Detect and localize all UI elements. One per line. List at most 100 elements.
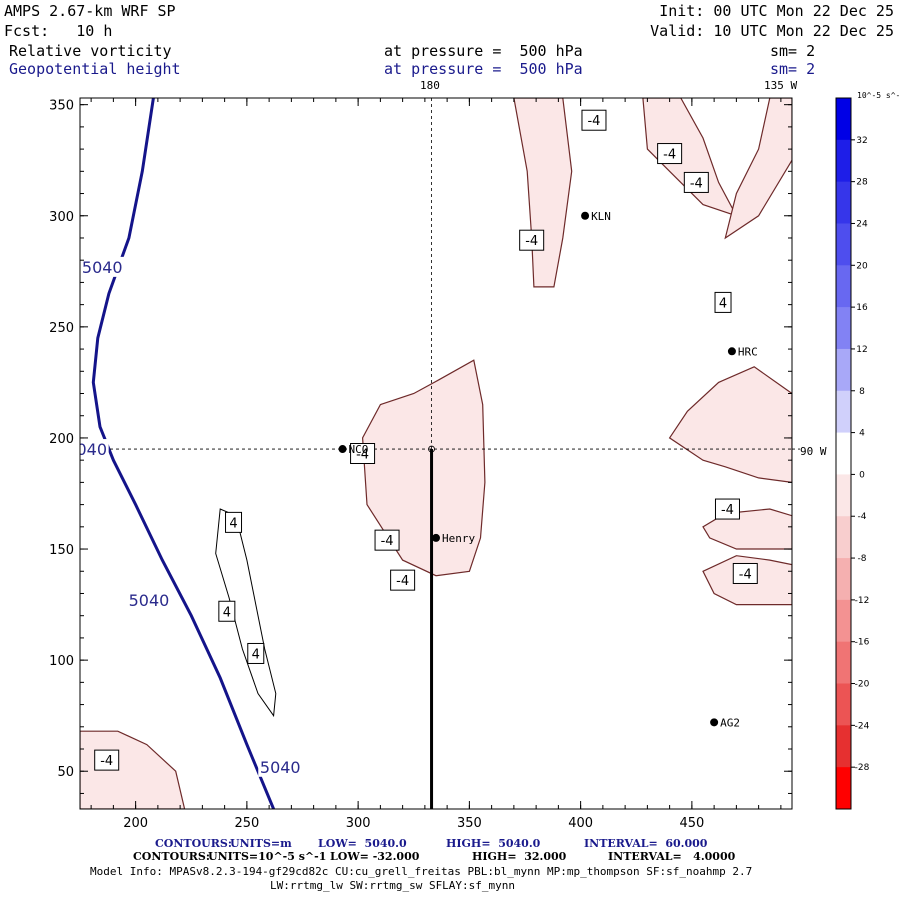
height-label-bg xyxy=(80,439,109,460)
station-marker-nco xyxy=(338,445,347,454)
x-tick-label: 350 xyxy=(457,816,482,831)
vort-label: -4 xyxy=(525,234,538,249)
vort-label-box xyxy=(225,511,243,533)
init-time: Init: 00 UTC Mon 22 Dec 25 xyxy=(659,2,894,20)
colorbar-tick-label: -28 xyxy=(855,763,870,773)
station-marker-kln xyxy=(581,211,590,220)
colorbar-tick-label: -24 xyxy=(855,721,870,731)
vort-label: 4 xyxy=(223,605,231,620)
x-tick-label: 200 xyxy=(123,816,148,831)
x-tick-label: 300 xyxy=(346,816,371,831)
footer-contours1-low: LOW= 5040.0 xyxy=(318,837,407,850)
vort-label: -4 xyxy=(587,114,600,129)
vort-label-box xyxy=(94,749,120,771)
colorbar-segment xyxy=(836,641,851,685)
footer-model-info-2: LW:rrtmg_lw SW:rrtmg_sw SFLAY:sf_mynn xyxy=(270,879,516,892)
vort-label-box xyxy=(683,171,709,193)
vort-label-box xyxy=(247,642,265,664)
colorbar-segment xyxy=(836,390,851,434)
field1-level: at pressure = 500 hPa xyxy=(384,42,583,60)
colorbar-tick-label: 12 xyxy=(856,345,867,355)
footer-contours1-high: HIGH= 5040.0 xyxy=(446,837,541,850)
vort-label: 4 xyxy=(252,647,260,662)
colorbar-tick-label: 4 xyxy=(859,429,865,439)
footer-contours1-units: UNITS=m xyxy=(230,837,292,850)
footer-contours2-low: LOW= -32.000 xyxy=(330,850,420,863)
station-label-hrc: HRC xyxy=(738,345,758,358)
colorbar-segment xyxy=(836,348,851,392)
station-marker-hrc xyxy=(727,347,736,356)
vort-label-box xyxy=(714,498,740,520)
lon-180-label: 180 xyxy=(420,79,440,92)
colorbar-segment xyxy=(836,432,851,475)
colorbar-segment xyxy=(836,98,851,141)
colorbar-segment xyxy=(836,558,851,601)
vort-label: -4 xyxy=(721,503,734,518)
vort-label-box xyxy=(581,109,607,131)
y-tick-label: 200 xyxy=(49,432,74,447)
colorbar-tick-label: -4 xyxy=(858,512,867,522)
vort-label-box xyxy=(519,229,545,251)
colorbar-segment xyxy=(836,181,851,224)
colorbar-segment xyxy=(836,223,851,266)
pole-marker xyxy=(428,445,435,453)
vort-label: -4 xyxy=(739,567,752,582)
plot-frame xyxy=(79,97,793,810)
vort-label-box xyxy=(374,529,400,551)
colorbar-segment xyxy=(836,516,851,559)
colorbar-segment xyxy=(836,767,851,810)
colorbar-segment xyxy=(836,265,851,308)
colorbar-tick-label: -20 xyxy=(855,680,870,690)
footer-contours2-interval: INTERVAL= 4.0000 xyxy=(608,850,736,863)
field1-smoothing: sm= 2 xyxy=(770,42,816,60)
vort-region-neg-0 xyxy=(513,98,573,288)
y-tick-label: 150 xyxy=(49,543,74,558)
colorbar-segment xyxy=(836,307,851,350)
height-label-bg xyxy=(80,256,125,277)
y-tick-label: 250 xyxy=(49,321,74,336)
colorbar-tick-label: 28 xyxy=(856,178,868,188)
vort-label-box xyxy=(732,562,758,584)
vort-label: -4 xyxy=(690,176,703,191)
colorbar-segment xyxy=(836,683,851,726)
field2-smoothing: sm= 2 xyxy=(770,60,816,78)
colorbar-segment xyxy=(836,599,851,643)
vort-label-box xyxy=(350,443,376,464)
colorbar-segment xyxy=(836,474,851,517)
x-tick-label: 250 xyxy=(234,816,259,831)
colorbar-tick-label: -8 xyxy=(858,554,867,564)
footer-contours2-units: UNITS=10^-5 s^-1 xyxy=(208,850,327,863)
footer-contours1-label: CONTOURS: xyxy=(155,837,232,850)
colorbar-tick-label: 8 xyxy=(859,387,865,397)
plot-area: 5040 5040 5040 5040 -4 -4 -4 -4 4 -4 4 -4 -4 4 4 -4 -4 -4… xyxy=(66,98,792,809)
vort-region-neg-7 xyxy=(724,98,792,240)
vort-label: -4 xyxy=(356,448,369,463)
vort-label: -4 xyxy=(100,754,113,769)
y-tick-label: 100 xyxy=(49,654,74,669)
station-marker-ag2 xyxy=(710,718,719,727)
valid-time: Valid: 10 UTC Mon 22 Dec 25 xyxy=(650,22,894,40)
height-label: 5040 xyxy=(129,591,170,610)
field2-level: at pressure = 500 hPa xyxy=(384,60,583,78)
x-tick-label: 450 xyxy=(679,816,704,831)
height-label-bg xyxy=(258,756,303,777)
lon-90w-label: 90 W xyxy=(800,445,827,458)
colorbar-tick-label: -12 xyxy=(855,596,870,606)
forecast-hour: Fcst: 10 h xyxy=(4,22,113,40)
height-label-bg xyxy=(126,590,171,611)
vort-label: -4 xyxy=(381,534,394,549)
station-label-henry: Henry xyxy=(442,532,475,545)
y-tick-label: 300 xyxy=(49,210,74,225)
station-label-ag2: AG2 xyxy=(720,716,740,729)
footer-contours1-interval: INTERVAL= 60.000 xyxy=(584,837,708,850)
lon-135w-label: 135 W xyxy=(764,79,798,92)
field2-name: Geopotential height xyxy=(9,60,181,78)
height-label: 5040 xyxy=(66,440,107,459)
vort-label-box xyxy=(657,143,683,165)
footer-model-info: Model Info: MPASv8.2.3-194-gf29cd82c CU:… xyxy=(90,865,753,878)
footer-contours2-high: HIGH= 32.000 xyxy=(472,850,567,863)
station-label-nco: NCO xyxy=(349,443,369,456)
colorbar-segment xyxy=(836,139,851,183)
field1-name: Relative vorticity xyxy=(9,42,172,60)
